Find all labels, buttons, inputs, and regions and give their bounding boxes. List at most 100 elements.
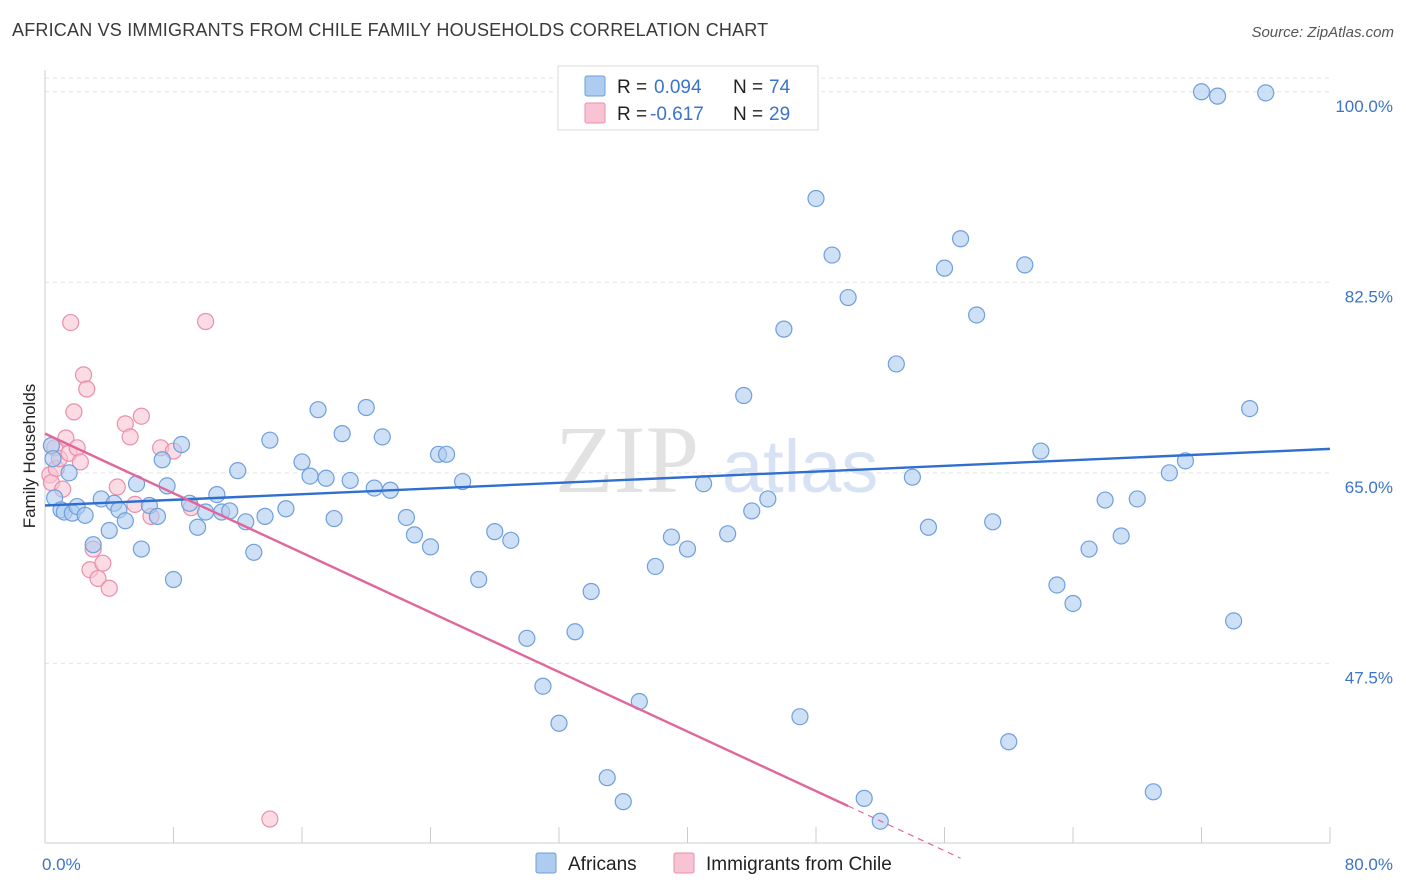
africans-point: [1257, 84, 1275, 102]
africans-point: [1225, 612, 1243, 630]
africans-point: [470, 570, 488, 589]
africans-point: [534, 677, 552, 695]
legend-r-label-1: R =: [617, 77, 647, 98]
africans-point: [317, 469, 335, 487]
source-credit: Source: ZipAtlas.com: [1251, 24, 1394, 41]
africans-point: [261, 431, 279, 449]
africans-point: [1160, 464, 1178, 482]
chile-point: [78, 380, 96, 398]
chile-point: [74, 366, 93, 384]
chile-trend-line: [44, 432, 849, 808]
africans-point: [132, 540, 150, 558]
y-tick-label: 65.0%: [1345, 478, 1393, 497]
africans-point: [397, 508, 416, 527]
africans-point: [277, 500, 295, 518]
watermark: ZIP atlas: [555, 406, 878, 513]
africans-point: [229, 462, 247, 480]
y-tick-label: 47.5%: [1345, 668, 1393, 687]
africans-point: [1032, 442, 1050, 460]
africans-point: [60, 464, 78, 482]
africans-point: [502, 531, 520, 549]
y-tick-label: 100.0%: [1335, 97, 1393, 116]
africans-point: [1080, 540, 1098, 558]
tick-labels: 47.5% 65.0% 82.5% 100.0% 0.0% 80.0%: [42, 97, 1393, 874]
y-tick-label: 82.5%: [1345, 287, 1393, 306]
bottom-legend-chile: Immigrants from Chile: [706, 854, 892, 875]
africans-point: [951, 230, 970, 248]
bottom-legend: Africans Immigrants from Chile: [535, 852, 892, 875]
y-axis-label: Family Households: [20, 384, 39, 529]
chile-point: [121, 428, 139, 446]
africans-point: [116, 512, 134, 530]
africans-point: [44, 450, 62, 468]
africans-point: [76, 506, 94, 524]
africans-point: [486, 523, 504, 541]
africans-point: [1064, 594, 1082, 613]
africans-point: [325, 509, 343, 528]
africans-point: [807, 189, 825, 208]
africans-point: [1096, 491, 1114, 509]
chile-point: [132, 407, 150, 425]
africans-point: [1192, 83, 1211, 101]
bottom-legend-africans: Africans: [568, 854, 637, 875]
chile-trend-line-extension: [847, 805, 961, 859]
chile-point: [62, 313, 80, 332]
africans-point: [1144, 783, 1162, 801]
chile-point: [71, 453, 89, 471]
africans-point: [1208, 87, 1227, 105]
africans-point: [454, 472, 472, 491]
chile-point: [197, 312, 215, 331]
africans-point: [421, 538, 440, 556]
africans-point: [678, 540, 697, 558]
africans-point: [245, 543, 263, 561]
africans-point: [903, 468, 921, 486]
top-legend: R = 0.094 N = 74 R = -0.617 N = 29: [557, 65, 819, 131]
africans-point: [1176, 452, 1195, 470]
africans-point: [365, 479, 383, 497]
africans-point: [84, 536, 102, 554]
africans-point: [582, 582, 600, 601]
watermark-zip: ZIP: [555, 406, 699, 513]
africans-point: [518, 629, 536, 647]
africans-point: [333, 425, 351, 443]
legend-n-label-2: N =: [733, 104, 763, 125]
series-africans-points: [42, 83, 1275, 830]
africans-point: [1112, 527, 1130, 545]
africans-point: [153, 451, 171, 469]
chile-point: [261, 810, 279, 828]
legend-n-label-1: N =: [733, 77, 763, 98]
africans-point: [614, 793, 632, 811]
x-tick-label-end: 80.0%: [1345, 855, 1393, 874]
chile-point: [94, 554, 112, 572]
africans-point: [919, 518, 938, 536]
africans-point: [823, 246, 841, 264]
africans-point: [646, 557, 664, 576]
series-chile-points: [41, 312, 279, 828]
africans-point: [550, 714, 568, 732]
africans-point: [694, 475, 713, 493]
chart-title: AFRICAN VS IMMIGRANTS FROM CHILE FAMILY …: [12, 20, 769, 40]
africans-point: [743, 502, 761, 520]
legend-swatch-chile: [584, 102, 606, 124]
africans-point: [437, 445, 456, 463]
africans-point: [719, 525, 737, 543]
africans-point: [598, 769, 616, 787]
watermark-atlas: atlas: [722, 425, 878, 508]
africans-point: [148, 507, 167, 525]
legend-r-value-1: 0.094: [654, 77, 702, 98]
africans-point: [1128, 490, 1146, 508]
africans-point: [775, 320, 793, 338]
x-tick-label-start: 0.0%: [42, 855, 81, 874]
legend-swatch-africans: [584, 75, 606, 97]
africans-point: [935, 259, 954, 277]
africans-point: [256, 507, 274, 525]
africans-point: [309, 401, 327, 419]
africans-point: [759, 490, 777, 508]
africans-point: [373, 428, 391, 446]
africans-point: [100, 521, 118, 540]
trend-lines: [44, 432, 1331, 859]
africans-point: [208, 486, 226, 504]
africans-point: [164, 570, 183, 589]
africans-point: [984, 513, 1002, 531]
grid-lines: [45, 77, 1330, 664]
